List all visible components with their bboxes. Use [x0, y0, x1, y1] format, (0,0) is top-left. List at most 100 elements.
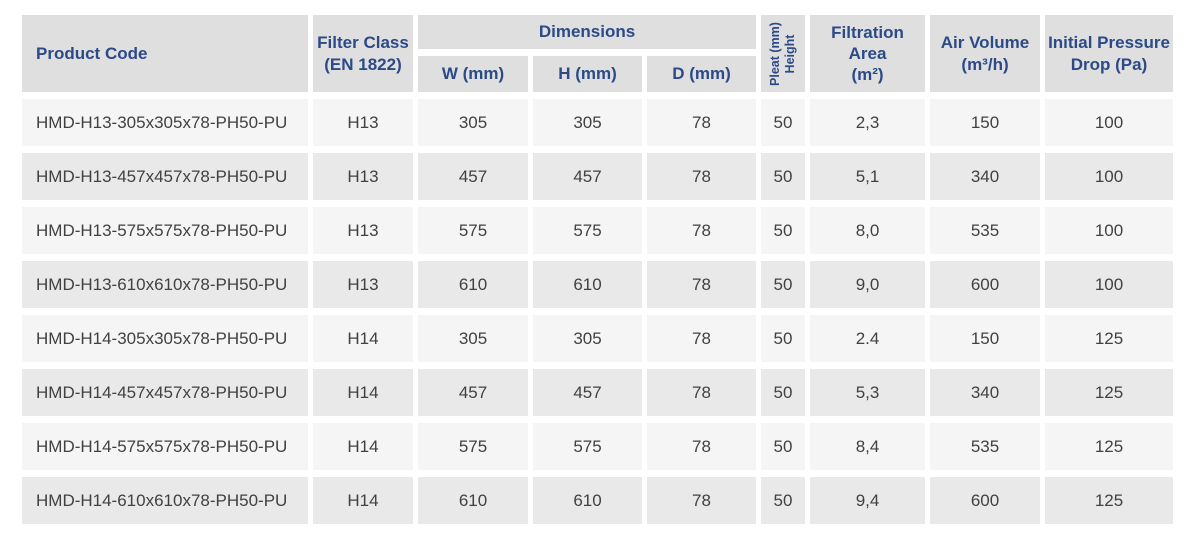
filtration-area-cell: 2,3: [810, 99, 926, 146]
table-row: HMD-H13-305x305x78-PH50-PU H13 305 305 7…: [22, 99, 1174, 146]
filter-spec-table: Product Code Filter Class (EN 1822) Dime…: [17, 8, 1178, 531]
air-volume-header-line2: (m³/h): [961, 54, 1009, 74]
product-code-cell: HMD-H14-575x575x78-PH50-PU: [22, 423, 308, 470]
product-code-cell: HMD-H14-457x457x78-PH50-PU: [22, 369, 308, 416]
pressure-drop-header-line2: Drop (Pa): [1070, 54, 1148, 74]
header-row-dimensions-sub: W (mm) H (mm) D (mm): [22, 56, 1173, 92]
depth-cell: 78: [647, 369, 757, 416]
pressure-drop-cell: 125: [1045, 477, 1174, 524]
air-volume-header: Air Volume (m³/h): [930, 15, 1041, 92]
width-cell: 457: [418, 153, 528, 200]
air-volume-cell: 535: [930, 423, 1041, 470]
pressure-drop-header: Initial Pressure Drop (Pa): [1045, 15, 1174, 92]
air-volume-cell: 535: [930, 207, 1041, 254]
depth-cell: 78: [647, 207, 757, 254]
width-cell: 610: [418, 477, 528, 524]
table-row: HMD-H13-575x575x78-PH50-PU H13 575 575 7…: [22, 207, 1174, 254]
pressure-drop-cell: 100: [1045, 153, 1174, 200]
pleat-height-cell: 50: [761, 207, 806, 254]
air-volume-cell: 340: [930, 369, 1041, 416]
pleat-height-cell: 50: [761, 423, 806, 470]
filter-class-header-line1: Filter Class: [317, 33, 409, 53]
filtration-area-header-line3: (m²): [851, 65, 884, 85]
table-body: HMD-H13-305x305x78-PH50-PU H13 305 305 7…: [22, 99, 1174, 524]
filtration-area-cell: 8,4: [810, 423, 926, 470]
filter-class-cell: H13: [313, 99, 413, 146]
pleat-height-cell: 50: [761, 477, 806, 524]
height-cell: 457: [533, 369, 642, 416]
air-volume-header-line1: Air Volume: [940, 33, 1030, 53]
pleat-height-cell: 50: [761, 369, 806, 416]
pleat-height-header: Pleat (mm) Height: [761, 15, 806, 92]
filtration-area-header-line2: Area: [848, 43, 887, 63]
product-code-header-label: Product Code: [36, 43, 148, 63]
table-row: HMD-H14-610x610x78-PH50-PU H14 610 610 7…: [22, 477, 1174, 524]
pressure-drop-cell: 125: [1045, 369, 1174, 416]
height-cell: 305: [533, 99, 642, 146]
air-volume-cell: 340: [930, 153, 1041, 200]
table-header: Product Code Filter Class (EN 1822) Dime…: [22, 15, 1174, 92]
product-code-header: Product Code: [22, 15, 308, 92]
pleat-height-header-line2: Height: [783, 34, 798, 73]
product-code-cell: HMD-H13-575x575x78-PH50-PU: [22, 207, 308, 254]
pressure-drop-cell: 100: [1045, 261, 1174, 308]
filtration-area-cell: 9,4: [810, 477, 926, 524]
height-cell: 610: [533, 261, 642, 308]
air-volume-cell: 600: [930, 261, 1041, 308]
depth-subheader: D (mm): [647, 56, 757, 92]
width-cell: 575: [418, 423, 528, 470]
depth-cell: 78: [647, 423, 757, 470]
filter-class-cell: H14: [313, 315, 413, 362]
height-cell: 457: [533, 153, 642, 200]
filtration-area-cell: 2.4: [810, 315, 926, 362]
filtration-area-header-line1: Filtration: [831, 22, 904, 42]
pressure-drop-cell: 100: [1045, 99, 1174, 146]
dimensions-header: Dimensions: [418, 15, 757, 49]
air-volume-cell: 150: [930, 315, 1041, 362]
pleat-height-cell: 50: [761, 261, 806, 308]
width-cell: 457: [418, 369, 528, 416]
height-cell: 575: [533, 423, 642, 470]
filtration-area-cell: 9,0: [810, 261, 926, 308]
filter-class-cell: H13: [313, 261, 413, 308]
pressure-drop-cell: 125: [1045, 423, 1174, 470]
pleat-height-cell: 50: [761, 315, 806, 362]
filtration-area-cell: 5,3: [810, 369, 926, 416]
filtration-area-cell: 5,1: [810, 153, 926, 200]
depth-cell: 78: [647, 477, 757, 524]
width-cell: 305: [418, 99, 528, 146]
filter-class-header: Filter Class (EN 1822): [313, 15, 413, 92]
header-row-top: Product Code Filter Class (EN 1822) Dime…: [22, 15, 1174, 92]
pressure-drop-header-line1: Initial Pressure: [1048, 33, 1170, 53]
air-volume-cell: 150: [930, 99, 1041, 146]
width-cell: 305: [418, 315, 528, 362]
air-volume-cell: 600: [930, 477, 1041, 524]
filter-class-cell: H14: [313, 477, 413, 524]
height-cell: 305: [533, 315, 642, 362]
width-cell: 610: [418, 261, 528, 308]
width-subheader: W (mm): [418, 56, 528, 92]
table-row: HMD-H14-457x457x78-PH50-PU H14 457 457 7…: [22, 369, 1174, 416]
product-code-cell: HMD-H14-305x305x78-PH50-PU: [22, 315, 308, 362]
filtration-area-header: Filtration Area (m²): [810, 15, 926, 92]
pleat-height-header-line1: Pleat (mm): [768, 21, 783, 86]
product-code-cell: HMD-H14-610x610x78-PH50-PU: [22, 477, 308, 524]
table-row: HMD-H14-305x305x78-PH50-PU H14 305 305 7…: [22, 315, 1174, 362]
height-cell: 610: [533, 477, 642, 524]
depth-cell: 78: [647, 261, 757, 308]
filter-class-header-line2: (EN 1822): [324, 54, 402, 74]
width-cell: 575: [418, 207, 528, 254]
product-code-cell: HMD-H13-457x457x78-PH50-PU: [22, 153, 308, 200]
filter-class-cell: H14: [313, 423, 413, 470]
table-row: HMD-H13-610x610x78-PH50-PU H13 610 610 7…: [22, 261, 1174, 308]
table-row: HMD-H14-575x575x78-PH50-PU H14 575 575 7…: [22, 423, 1174, 470]
height-subheader: H (mm): [533, 56, 642, 92]
product-code-cell: HMD-H13-305x305x78-PH50-PU: [22, 99, 308, 146]
filter-class-cell: H13: [313, 207, 413, 254]
pleat-height-cell: 50: [761, 99, 806, 146]
height-cell: 575: [533, 207, 642, 254]
pleat-height-cell: 50: [761, 153, 806, 200]
pressure-drop-cell: 125: [1045, 315, 1174, 362]
depth-cell: 78: [647, 99, 757, 146]
